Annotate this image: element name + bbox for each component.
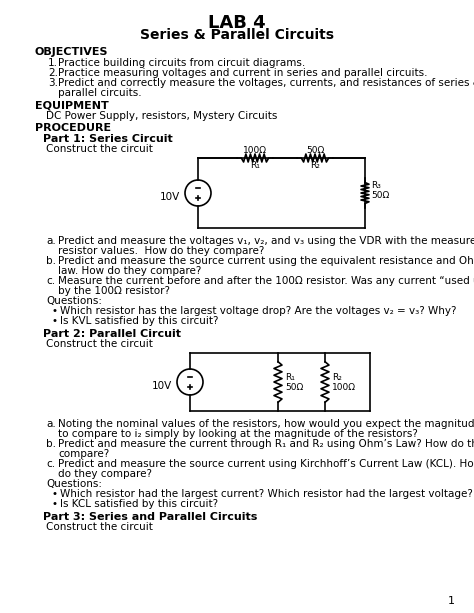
Text: Questions:: Questions:: [46, 296, 102, 306]
Text: b.: b.: [46, 439, 56, 449]
Text: DC Power Supply, resistors, Mystery Circuits: DC Power Supply, resistors, Mystery Circ…: [46, 111, 277, 121]
Text: c.: c.: [46, 276, 55, 286]
Text: •: •: [52, 306, 58, 316]
Text: Series & Parallel Circuits: Series & Parallel Circuits: [140, 28, 334, 42]
Text: •: •: [52, 489, 58, 499]
Text: a.: a.: [46, 419, 56, 429]
Text: by the 100Ω resistor?: by the 100Ω resistor?: [58, 286, 170, 296]
Text: R₂: R₂: [332, 373, 342, 381]
Text: Construct the circuit: Construct the circuit: [46, 522, 153, 532]
Text: 2.: 2.: [48, 68, 58, 78]
Text: to compare to i₂ simply by looking at the magnitude of the resistors?: to compare to i₂ simply by looking at th…: [58, 429, 418, 439]
Text: 10V: 10V: [152, 381, 172, 391]
Text: •: •: [52, 499, 58, 509]
Text: 3.: 3.: [48, 78, 58, 88]
Text: Part 1: Series Circuit: Part 1: Series Circuit: [43, 134, 173, 144]
Text: compare?: compare?: [58, 449, 109, 459]
Text: Practice building circuits from circuit diagrams.: Practice building circuits from circuit …: [58, 58, 305, 68]
Text: R₂: R₂: [310, 161, 320, 170]
Text: R₃: R₃: [371, 181, 381, 191]
Text: OBJECTIVES: OBJECTIVES: [35, 47, 109, 57]
Text: c.: c.: [46, 459, 55, 469]
Text: Which resistor has the largest voltage drop? Are the voltages v₂ = v₃? Why?: Which resistor has the largest voltage d…: [60, 306, 456, 316]
Text: law. How do they compare?: law. How do they compare?: [58, 266, 201, 276]
Text: R₁: R₁: [250, 161, 260, 170]
Text: 100Ω: 100Ω: [332, 383, 356, 392]
Text: •: •: [52, 316, 58, 326]
Text: 1: 1: [448, 596, 455, 606]
Text: do they compare?: do they compare?: [58, 469, 152, 479]
Text: resistor values.  How do they compare?: resistor values. How do they compare?: [58, 246, 264, 256]
Text: a.: a.: [46, 236, 56, 246]
Text: Construct the circuit: Construct the circuit: [46, 339, 153, 349]
Text: Is KCL satisfied by this circuit?: Is KCL satisfied by this circuit?: [60, 499, 218, 509]
Text: Part 3: Series and Parallel Circuits: Part 3: Series and Parallel Circuits: [43, 512, 257, 522]
Text: EQUIPMENT: EQUIPMENT: [35, 100, 109, 110]
Text: parallel circuits.: parallel circuits.: [58, 88, 142, 98]
Text: LAB 4: LAB 4: [208, 14, 266, 32]
Text: Questions:: Questions:: [46, 479, 102, 489]
Text: Predict and measure the source current using the equivalent resistance and Ohm’s: Predict and measure the source current u…: [58, 256, 474, 266]
Text: Is KVL satisfied by this circuit?: Is KVL satisfied by this circuit?: [60, 316, 219, 326]
Text: Practice measuring voltages and current in series and parallel circuits.: Practice measuring voltages and current …: [58, 68, 428, 78]
Text: 10V: 10V: [160, 192, 180, 202]
Text: 50Ω: 50Ω: [306, 146, 324, 155]
Text: Measure the current before and after the 100Ω resistor. Was any current “used up: Measure the current before and after the…: [58, 276, 474, 286]
Text: 50Ω: 50Ω: [285, 383, 303, 392]
Text: Part 2: Parallel Circuit: Part 2: Parallel Circuit: [43, 329, 181, 339]
Text: Which resistor had the largest current? Which resistor had the largest voltage?: Which resistor had the largest current? …: [60, 489, 473, 499]
Text: Predict and measure the voltages v₁, v₂, and v₃ using the VDR with the measured: Predict and measure the voltages v₁, v₂,…: [58, 236, 474, 246]
Text: Noting the nominal values of the resistors, how would you expect the magnitude o: Noting the nominal values of the resisto…: [58, 419, 474, 429]
Text: PROCEDURE: PROCEDURE: [35, 123, 111, 133]
Text: R₁: R₁: [285, 373, 295, 381]
Text: Construct the circuit: Construct the circuit: [46, 144, 153, 154]
Text: Predict and measure the source current using Kirchhoff’s Current Law (KCL). How: Predict and measure the source current u…: [58, 459, 474, 469]
Text: Predict and measure the current through R₁ and R₂ using Ohm’s Law? How do they: Predict and measure the current through …: [58, 439, 474, 449]
Text: 50Ω: 50Ω: [371, 191, 389, 200]
Text: 100Ω: 100Ω: [243, 146, 267, 155]
Text: Predict and correctly measure the voltages, currents, and resistances of series : Predict and correctly measure the voltag…: [58, 78, 474, 88]
Text: 1.: 1.: [48, 58, 58, 68]
Text: b.: b.: [46, 256, 56, 266]
